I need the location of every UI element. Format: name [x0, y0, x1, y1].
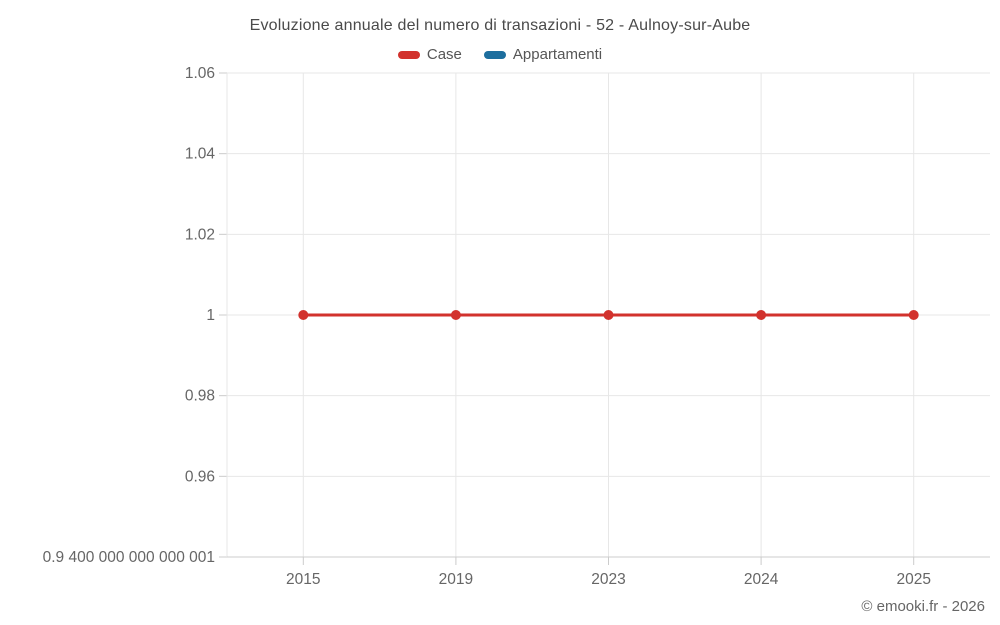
y-axis-label: 1 [206, 307, 215, 324]
x-axis-label: 2023 [591, 571, 625, 588]
data-point[interactable] [756, 310, 767, 320]
x-axis-label: 2024 [744, 571, 779, 588]
copyright-text: © emooki.fr - 2026 [861, 598, 985, 615]
y-axis-label: 1.06 [185, 65, 215, 82]
y-axis-label: 0.96 [185, 468, 215, 485]
y-axis-label: 1.04 [185, 146, 216, 163]
legend-item-case[interactable]: Case [397, 46, 462, 63]
legend: Case Appartamenti [0, 46, 1000, 63]
legend-label-case: Case [426, 46, 462, 63]
y-axis-label: 0.9 400 000 000 000 001 [43, 549, 215, 566]
legend-label-appartamenti: Appartamenti [512, 46, 603, 63]
data-point[interactable] [603, 310, 614, 320]
legend-swatch-case-icon [397, 50, 420, 59]
x-axis-label: 2019 [439, 571, 473, 588]
legend-item-appartamenti[interactable]: Appartamenti [483, 46, 603, 63]
data-point[interactable] [298, 310, 309, 320]
y-axis-label: 1.02 [185, 226, 215, 243]
x-axis-label: 2015 [286, 571, 320, 588]
chart-title: Evoluzione annuale del numero di transaz… [249, 17, 751, 34]
x-axis-label: 2025 [896, 571, 930, 588]
data-point[interactable] [450, 310, 461, 320]
y-axis-label: 0.98 [185, 388, 215, 405]
legend-swatch-appartamenti-icon [483, 50, 506, 59]
data-point[interactable] [908, 310, 919, 320]
